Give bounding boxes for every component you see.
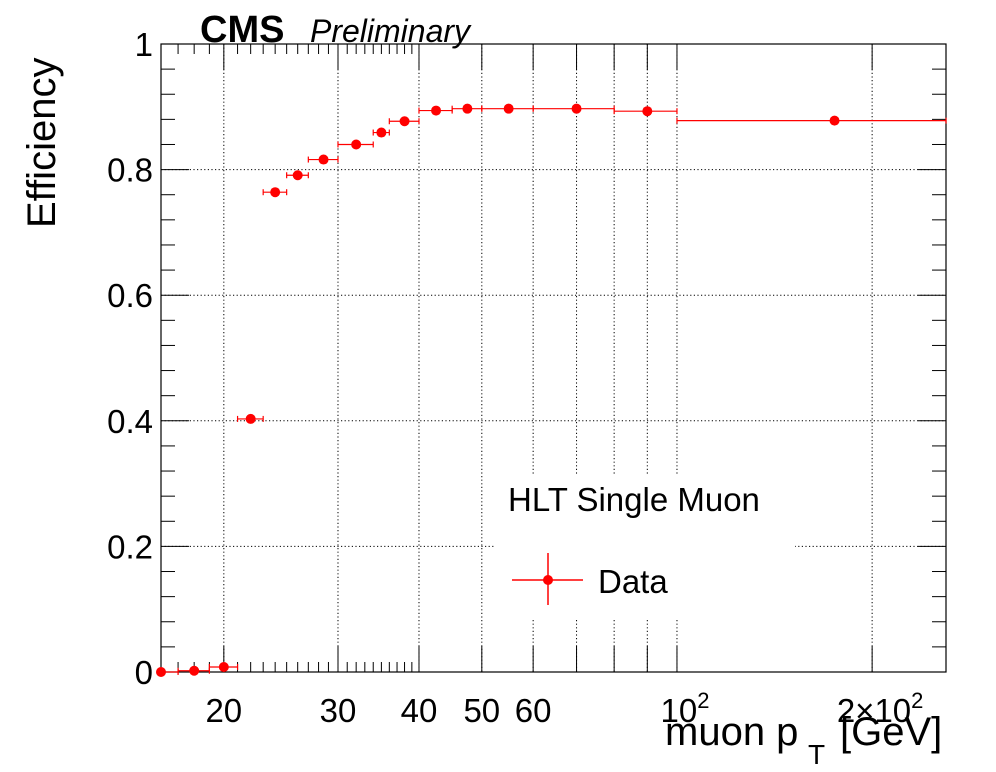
x-tick-label: 20 — [205, 692, 242, 729]
data-marker — [503, 103, 514, 114]
x-axis-title-unit: [GeV] — [840, 710, 942, 754]
data-point — [418, 105, 453, 116]
data-point — [481, 103, 534, 114]
data-marker — [270, 187, 281, 198]
data-marker — [351, 139, 362, 150]
data-marker — [399, 116, 410, 127]
data-marker — [431, 105, 442, 116]
data-point — [388, 116, 420, 127]
x-tick-label: 40 — [401, 692, 438, 729]
x-tick-label: 30 — [320, 692, 357, 729]
x-axis-title: muon p T [GeV] — [665, 710, 942, 770]
data-point — [286, 170, 309, 181]
data-marker — [462, 103, 473, 114]
experiment-label: CMS — [200, 9, 284, 51]
data-point — [451, 103, 483, 114]
data-point — [372, 127, 390, 138]
data-point — [177, 665, 210, 676]
data-point — [156, 667, 179, 677]
legend-marker-point — [543, 575, 553, 585]
x-tick-label: 50 — [463, 692, 500, 729]
y-tick-label: 1 — [135, 26, 153, 63]
data-point — [307, 154, 339, 165]
data-marker — [218, 661, 229, 672]
data-marker — [245, 413, 256, 424]
y-axis-title: Efficiency — [20, 58, 64, 228]
legend: HLT Single Muon Data — [495, 475, 795, 620]
x-axis-title-main: muon p — [665, 710, 798, 754]
x-tick-label: 102 — [660, 688, 709, 729]
status-label: Preliminary — [310, 13, 472, 49]
data-point — [208, 661, 239, 672]
axes — [160, 43, 947, 673]
y-tick-label: 0.4 — [107, 403, 153, 440]
ticks — [161, 43, 946, 673]
data-marker — [318, 154, 329, 165]
y-tick-label: 0.2 — [107, 528, 153, 565]
data-point — [532, 103, 615, 114]
data-marker — [189, 665, 200, 676]
data-marker — [642, 106, 653, 117]
data-point — [337, 139, 374, 150]
data-point — [262, 187, 288, 198]
legend-series-label: Data — [598, 563, 668, 600]
tick-labels: 0 0.2 0.4 0.6 0.8 1 20 30 40 50 60 102 2×102 — [107, 26, 923, 729]
x-axis-title-subscript: T — [808, 739, 825, 770]
y-tick-label: 0.8 — [107, 152, 153, 189]
data-point — [236, 413, 264, 424]
plot-frame — [160, 43, 947, 673]
y-tick-label: 0.6 — [107, 277, 153, 314]
data-point — [676, 115, 947, 126]
data-point — [613, 106, 678, 117]
x-tick-label: 2×102 — [837, 688, 924, 729]
x-tick-label: 60 — [515, 692, 552, 729]
data-marker — [829, 115, 840, 126]
y-tick-label: 0 — [135, 654, 153, 691]
legend-title: HLT Single Muon — [508, 481, 760, 518]
data-marker — [376, 127, 387, 138]
data-marker — [292, 170, 303, 181]
data-points — [156, 103, 947, 677]
data-marker — [156, 667, 166, 677]
grid — [161, 44, 946, 672]
legend-background — [495, 475, 795, 620]
data-marker — [571, 103, 582, 114]
